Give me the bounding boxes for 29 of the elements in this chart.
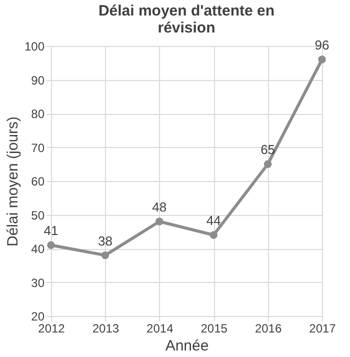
point xyxy=(210,231,218,239)
x-tick-label: 2017 xyxy=(309,322,336,336)
chart-title: Délai moyen d'attente en révision xyxy=(98,2,275,36)
data-label: 96 xyxy=(314,38,330,52)
data-label: 44 xyxy=(206,213,221,228)
y-tick-label: 100 xyxy=(24,40,45,54)
point xyxy=(318,56,326,64)
y-tick-label: 80 xyxy=(31,107,45,121)
y-tick-label: 60 xyxy=(31,174,45,188)
point xyxy=(264,160,272,168)
x-tick-label: 2014 xyxy=(146,322,174,336)
point xyxy=(101,251,110,260)
y-tick-label: 90 xyxy=(31,73,45,88)
point xyxy=(156,218,164,226)
data-label: 38 xyxy=(98,233,112,248)
data-label: 65 xyxy=(260,142,276,158)
x-tick-label: 2013 xyxy=(92,322,120,336)
y-tick-label: 30 xyxy=(31,276,45,290)
y-tick-label: 20 xyxy=(31,310,45,324)
y-tick-label: 50 xyxy=(31,208,45,222)
y-axis-title: Délai moyen (jours) xyxy=(4,116,22,247)
y-tick-label: 40 xyxy=(31,242,45,256)
x-tick-label: 2012 xyxy=(38,322,66,336)
data-label: 41 xyxy=(44,223,58,238)
x-tick-label: 2016 xyxy=(254,322,282,336)
y-tick-label: 70 xyxy=(31,140,45,155)
x-axis-title: Année xyxy=(165,338,209,354)
x-tick-label: 2015 xyxy=(200,322,228,336)
data-label: 48 xyxy=(152,200,167,214)
